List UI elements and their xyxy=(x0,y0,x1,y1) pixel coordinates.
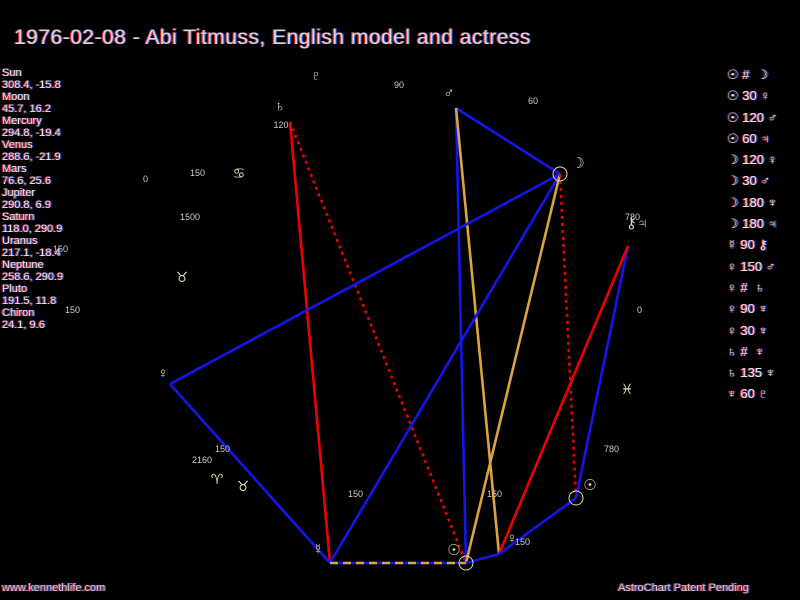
svg-text:150: 150 xyxy=(215,444,230,454)
svg-text:2160: 2160 xyxy=(192,455,212,465)
svg-text:150: 150 xyxy=(487,489,502,499)
svg-text:♂: ♂ xyxy=(443,85,454,102)
svg-text:♉: ♉ xyxy=(237,478,250,494)
svg-text:☿: ☿ xyxy=(312,541,323,558)
svg-text:150: 150 xyxy=(348,489,363,499)
svg-text:☉: ☉ xyxy=(447,542,460,559)
svg-text:♄: ♄ xyxy=(274,98,285,115)
svg-text:780: 780 xyxy=(604,444,619,454)
svg-text:☽: ☽ xyxy=(571,155,584,172)
svg-text:90: 90 xyxy=(394,80,404,90)
svg-text:780: 780 xyxy=(625,212,640,222)
svg-text:60: 60 xyxy=(528,96,538,106)
svg-text:♓: ♓ xyxy=(621,381,634,397)
svg-text:1500: 1500 xyxy=(180,212,200,222)
svg-text:☉: ☉ xyxy=(583,477,596,494)
svg-text:♋: ♋ xyxy=(233,165,246,181)
svg-text:♉: ♉ xyxy=(176,269,189,285)
svg-text:♇: ♇ xyxy=(311,67,322,83)
svg-text:0: 0 xyxy=(637,305,642,315)
svg-text:150: 150 xyxy=(190,168,205,178)
svg-text:♈: ♈ xyxy=(211,471,224,487)
svg-text:♀: ♀ xyxy=(157,365,168,382)
svg-text:150: 150 xyxy=(515,537,530,547)
svg-text:120: 120 xyxy=(273,120,288,130)
